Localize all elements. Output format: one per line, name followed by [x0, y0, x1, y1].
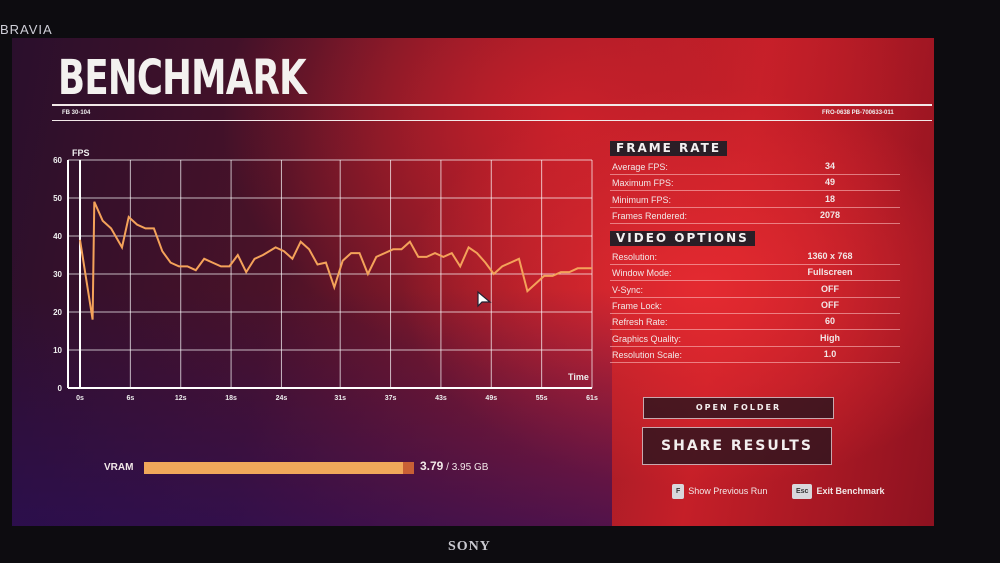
video-option-value: Fullscreen — [807, 267, 853, 278]
y-tick-label: 60 — [53, 156, 62, 165]
frame-rate-label: Maximum FPS: — [612, 178, 674, 189]
video-option-label: Resolution: — [612, 252, 658, 262]
video-option-label: Resolution Scale: — [612, 349, 683, 360]
frame-rate-value: 34 — [824, 161, 835, 171]
page-title: BENCHMARK — [58, 50, 307, 106]
y-tick-label: 40 — [53, 232, 62, 241]
y-tick-label: 20 — [53, 308, 62, 317]
fps-series-line — [79, 201, 592, 320]
video-option-row: V-Sync: OFF — [610, 282, 900, 298]
video-option-label: Graphics Quality: — [612, 333, 682, 344]
header-divider — [52, 104, 932, 106]
frame-rate-label: Frames Rendered: — [612, 210, 688, 221]
vram-bar-fill — [144, 462, 404, 474]
x-tick-label: 31s — [334, 395, 346, 402]
show-previous-run-hint[interactable]: F Show Previous Run — [672, 484, 767, 499]
vram-bar — [144, 462, 414, 474]
x-tick-label: 55s — [536, 395, 548, 402]
frame-rate-row: Frames Rendered: 2078 — [610, 208, 900, 224]
x-tick-label: 61s — [586, 395, 598, 402]
video-option-label: Refresh Rate: — [612, 317, 668, 328]
frame-rate-value: 49 — [824, 177, 835, 188]
show-previous-run-label: Show Previous Run — [688, 486, 768, 496]
video-option-row: Resolution: 1360 x 768 — [610, 249, 900, 265]
vram-label: VRAM — [104, 462, 134, 473]
x-tick-label: 6s — [126, 395, 134, 402]
y-tick-label: 30 — [53, 270, 62, 279]
header-divider-lower — [52, 120, 932, 121]
exit-benchmark-hint[interactable]: Esc Exit Benchmark — [792, 484, 885, 499]
video-option-value: 60 — [824, 316, 835, 327]
f-key-icon: F — [672, 484, 685, 499]
y-tick-label: 0 — [58, 384, 63, 393]
x-tick-label: 12s — [175, 395, 187, 402]
open-folder-button[interactable]: OPEN FOLDER — [643, 397, 834, 419]
video-option-row: Resolution Scale: 1.0 — [610, 347, 900, 363]
video-option-row: Window Mode: Fullscreen — [610, 265, 900, 282]
frame-rate-row: Minimum FPS: 18 — [610, 192, 900, 208]
vram-used: 3.79 — [420, 459, 444, 473]
vram-usage-text: 3.79 / 3.95 GB — [420, 459, 488, 473]
frame-rate-value: 2078 — [819, 209, 841, 220]
vram-total: / 3.95 GB — [446, 462, 489, 473]
video-option-label: V-Sync: — [612, 284, 644, 295]
frame-rate-label: Minimum FPS: — [612, 194, 672, 205]
video-option-value: OFF — [821, 299, 839, 310]
x-tick-label: 0s — [76, 395, 84, 402]
tv-brand-sony: SONY — [448, 539, 491, 554]
video-option-value: OFF — [821, 283, 839, 294]
tv-brand-bravia: BRAVIA — [0, 22, 53, 37]
video-option-label: Window Mode: — [612, 268, 672, 279]
x-tick-label: 49s — [485, 395, 497, 402]
video-option-row: Refresh Rate: 60 — [610, 314, 900, 331]
fps-chart: FPS Time 0 10 20 30 40 50 60 0s 6s 12s 18s 24s 31s 37… — [53, 148, 598, 402]
video-option-label: Frame Lock: — [612, 300, 663, 311]
x-axis-label: Time — [568, 372, 589, 382]
x-tick-label: 37s — [385, 395, 397, 402]
video-option-value: 1.0 — [823, 348, 837, 359]
build-code-left: FB 30-104 — [62, 110, 91, 116]
frame-rate-value: 18 — [824, 193, 835, 204]
background-shade — [12, 288, 612, 526]
x-tick-label: 18s — [225, 395, 237, 402]
y-tick-label: 50 — [53, 194, 62, 203]
build-code-right: FRO-0638 PB-700633-011 — [822, 110, 894, 116]
y-tick-label: 10 — [53, 346, 62, 355]
video-option-value: 1360 x 768 — [807, 251, 853, 261]
frame-rate-row: Maximum FPS: 49 — [610, 175, 900, 192]
video-option-value: High — [820, 332, 840, 343]
video-option-row: Frame Lock: OFF — [610, 298, 900, 314]
frame-rate-label: Average FPS: — [612, 162, 668, 172]
y-axis-label: FPS — [72, 148, 90, 158]
mouse-cursor-icon — [477, 290, 492, 308]
frame-rate-heading: FRAME RATE — [610, 141, 728, 156]
video-option-row: Graphics Quality: High — [610, 331, 900, 347]
esc-key-icon: Esc — [792, 484, 813, 499]
share-results-button[interactable]: SHARE RESULTS — [642, 427, 832, 465]
frame-rate-row: Average FPS: 34 — [610, 159, 900, 175]
x-tick-label: 24s — [276, 395, 288, 402]
video-options-heading: VIDEO OPTIONS — [610, 231, 755, 246]
benchmark-screen: BENCHMARK FB 30-104 FRO-0638 PB-700633-0… — [12, 38, 934, 526]
exit-benchmark-label: Exit Benchmark — [816, 486, 885, 496]
x-tick-label: 43s — [435, 395, 447, 402]
